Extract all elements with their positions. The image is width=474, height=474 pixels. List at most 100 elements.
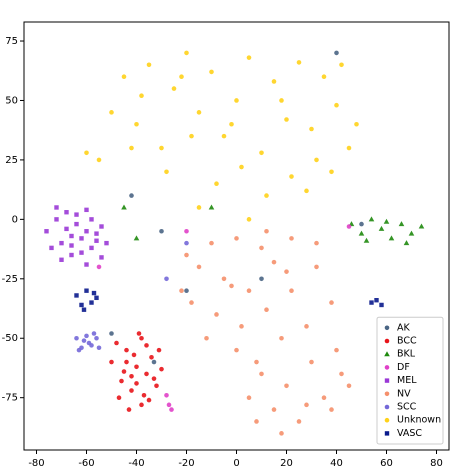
point — [208, 204, 215, 210]
point — [374, 298, 379, 303]
point — [229, 121, 234, 127]
point — [321, 395, 327, 400]
point — [129, 145, 134, 151]
point — [159, 366, 164, 372]
series-7 — [84, 50, 359, 222]
point — [346, 224, 352, 229]
series-4 — [44, 205, 109, 267]
point — [84, 150, 89, 156]
legend-label: BKL — [397, 349, 416, 360]
point — [354, 121, 359, 127]
point — [136, 331, 142, 336]
point — [363, 237, 370, 243]
point — [184, 228, 189, 234]
point — [121, 74, 127, 79]
point — [204, 335, 209, 341]
y-tick-label: 0 — [12, 214, 18, 225]
x-tick-label: -20 — [178, 458, 194, 469]
point — [54, 217, 59, 222]
point — [259, 245, 264, 251]
point — [346, 383, 352, 389]
point — [109, 110, 114, 115]
point — [96, 264, 102, 270]
point — [234, 236, 239, 241]
x-tick-label: 80 — [430, 458, 443, 469]
point — [339, 62, 344, 68]
series-8 — [74, 288, 384, 312]
point — [329, 169, 334, 175]
point — [126, 407, 132, 412]
point — [403, 240, 410, 246]
point — [388, 235, 395, 241]
point — [346, 145, 352, 151]
point — [289, 174, 294, 179]
point — [279, 431, 284, 436]
point — [84, 333, 89, 339]
point — [81, 307, 87, 312]
point — [146, 62, 152, 68]
point — [339, 371, 344, 377]
point — [189, 300, 194, 305]
point — [166, 402, 172, 408]
point — [44, 229, 49, 234]
point — [264, 193, 269, 198]
y-tick-label: -75 — [2, 393, 18, 404]
legend-label: MEL — [397, 375, 417, 386]
point — [196, 264, 202, 270]
point — [184, 240, 189, 246]
point — [184, 252, 189, 258]
point — [358, 230, 365, 236]
x-tick-label: -60 — [78, 458, 94, 469]
legend-marker — [384, 351, 390, 357]
point — [234, 98, 239, 103]
point — [151, 359, 157, 365]
point — [89, 300, 94, 305]
point — [129, 373, 134, 379]
point — [314, 240, 319, 246]
point — [134, 121, 139, 127]
point — [79, 302, 84, 308]
point — [304, 402, 309, 408]
point — [246, 395, 252, 400]
point — [259, 150, 264, 156]
point — [139, 402, 144, 408]
point — [134, 364, 139, 370]
point — [124, 347, 129, 353]
point — [334, 347, 339, 353]
point — [69, 233, 74, 239]
point — [369, 300, 374, 305]
point — [209, 69, 214, 75]
point — [144, 371, 149, 377]
point — [209, 240, 214, 246]
point — [154, 383, 159, 389]
point — [179, 74, 184, 79]
point — [134, 381, 139, 386]
point — [284, 117, 289, 122]
point — [139, 93, 144, 99]
point — [284, 383, 289, 389]
point — [271, 79, 277, 84]
point — [383, 218, 390, 224]
x-tick-label: 40 — [330, 458, 343, 469]
y-tick-label: -50 — [2, 333, 18, 344]
point — [289, 236, 294, 241]
point — [234, 347, 239, 353]
point — [94, 295, 99, 301]
point — [129, 193, 134, 198]
point — [89, 245, 94, 251]
point — [164, 169, 169, 175]
point — [184, 50, 189, 56]
point — [74, 293, 79, 298]
point — [304, 324, 309, 329]
point — [164, 276, 169, 282]
point — [119, 378, 124, 384]
point — [86, 340, 92, 346]
series-2 — [121, 204, 425, 246]
point — [179, 288, 184, 293]
point — [189, 133, 194, 139]
point — [121, 369, 127, 374]
y-tick-label: 25 — [5, 155, 18, 166]
point — [264, 228, 269, 234]
point — [99, 255, 104, 260]
